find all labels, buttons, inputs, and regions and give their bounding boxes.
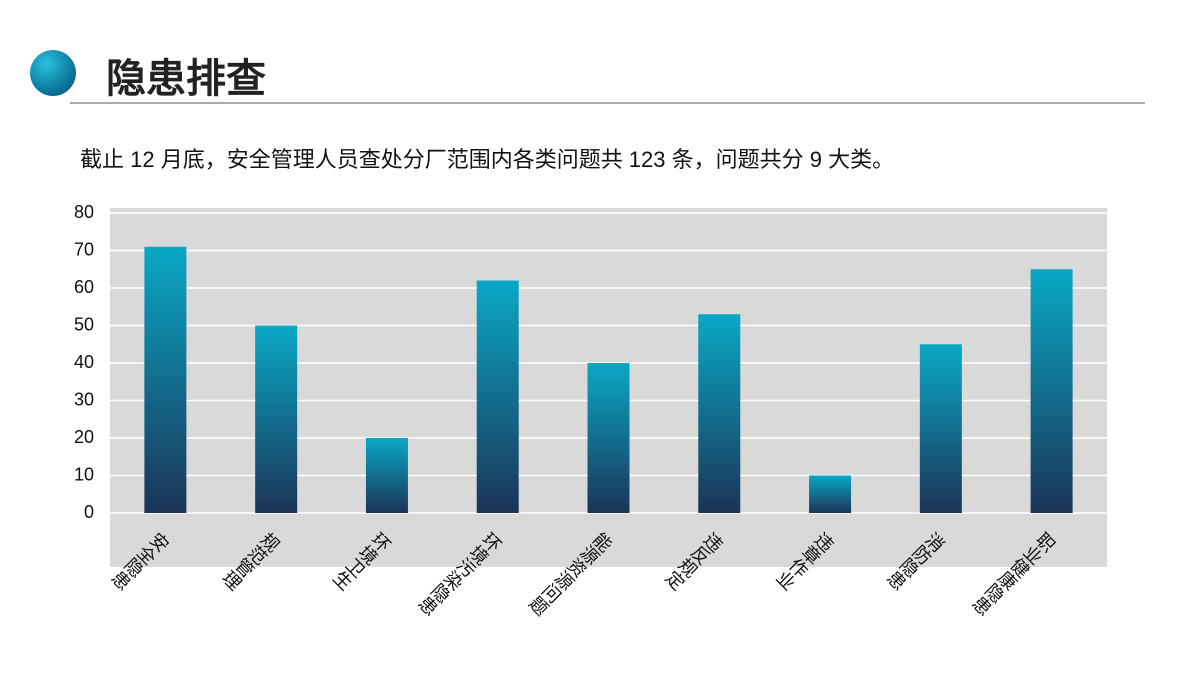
y-tick-label: 70 [74, 239, 94, 259]
title-icon [30, 50, 76, 96]
title-rule [70, 102, 1145, 104]
bar [255, 325, 298, 513]
y-tick-label: 20 [74, 427, 94, 447]
bar [809, 475, 852, 513]
slide-title: 隐患排查 [106, 57, 266, 101]
bar [1030, 269, 1073, 513]
bar [365, 438, 408, 513]
subtitle: 截止 12 月底，安全管理人员查处分厂范围内各类问题共 123 条，问题共分 9… [80, 147, 895, 172]
bar [698, 314, 741, 513]
y-tick-label: 50 [74, 314, 94, 334]
y-tick-label: 0 [84, 502, 94, 522]
y-tick-label: 60 [74, 277, 94, 297]
bar [144, 246, 187, 513]
y-tick-label: 40 [74, 352, 94, 372]
y-tick-label: 10 [74, 464, 94, 484]
bar [587, 363, 630, 513]
y-tick-label: 30 [74, 389, 94, 409]
y-tick-label: 80 [74, 202, 94, 222]
bar [919, 344, 962, 513]
bar [476, 280, 519, 513]
